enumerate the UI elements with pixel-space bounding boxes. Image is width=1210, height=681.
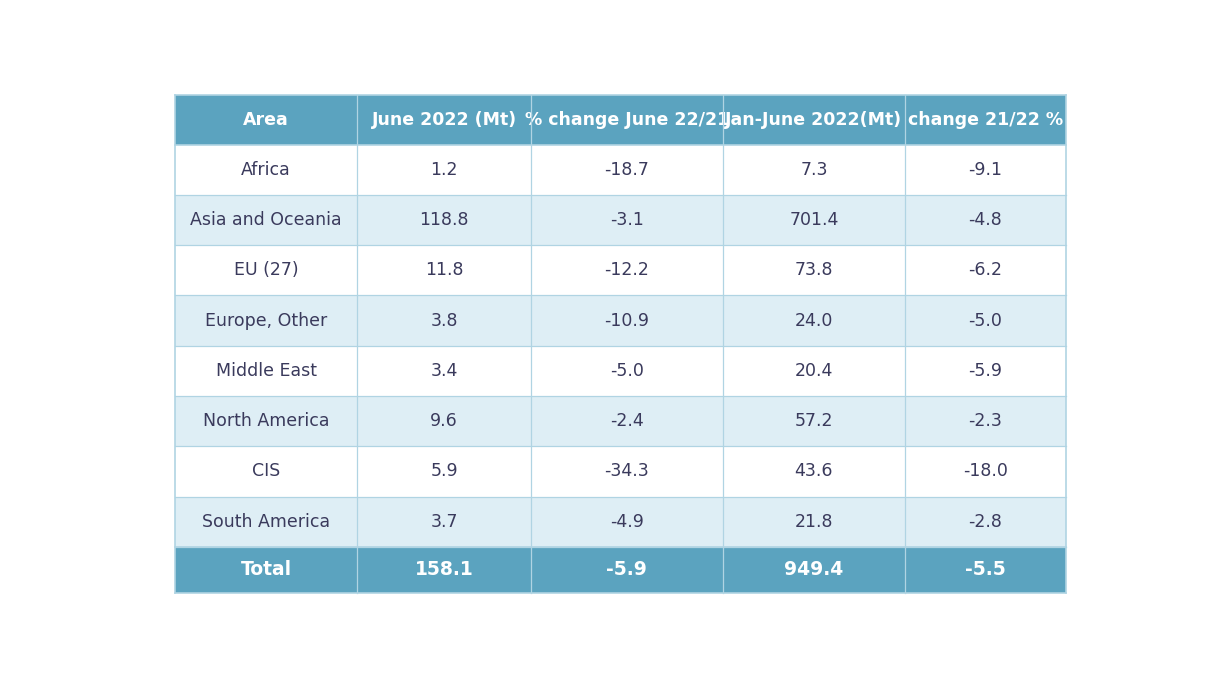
Bar bbox=[174, 95, 1066, 144]
Text: 7.3: 7.3 bbox=[800, 161, 828, 179]
Text: Total: Total bbox=[241, 560, 292, 580]
Text: -9.1: -9.1 bbox=[968, 161, 1002, 179]
Text: -4.8: -4.8 bbox=[968, 211, 1002, 229]
Text: Asia and Oceania: Asia and Oceania bbox=[190, 211, 341, 229]
Bar bbox=[174, 144, 1066, 195]
Text: 5.9: 5.9 bbox=[431, 462, 459, 480]
Text: -10.9: -10.9 bbox=[604, 312, 650, 330]
Text: 43.6: 43.6 bbox=[795, 462, 834, 480]
Text: EU (27): EU (27) bbox=[234, 262, 299, 279]
Bar bbox=[174, 245, 1066, 296]
Text: 3.8: 3.8 bbox=[431, 312, 457, 330]
Text: 3.4: 3.4 bbox=[431, 362, 457, 380]
Text: Middle East: Middle East bbox=[215, 362, 317, 380]
Text: -2.3: -2.3 bbox=[968, 412, 1002, 430]
Text: -18.0: -18.0 bbox=[963, 462, 1008, 480]
Text: -5.9: -5.9 bbox=[606, 560, 647, 580]
Text: -5.0: -5.0 bbox=[968, 312, 1002, 330]
Text: -6.2: -6.2 bbox=[968, 262, 1002, 279]
Text: -5.5: -5.5 bbox=[966, 560, 1006, 580]
Text: 158.1: 158.1 bbox=[415, 560, 473, 580]
Text: South America: South America bbox=[202, 513, 330, 530]
Text: change 21/22 %: change 21/22 % bbox=[908, 111, 1062, 129]
Text: Area: Area bbox=[243, 111, 289, 129]
Text: 24.0: 24.0 bbox=[795, 312, 832, 330]
Text: -3.1: -3.1 bbox=[610, 211, 644, 229]
Bar bbox=[174, 195, 1066, 245]
Text: Africa: Africa bbox=[241, 161, 290, 179]
Text: % change June 22/21: % change June 22/21 bbox=[525, 111, 728, 129]
Text: -5.9: -5.9 bbox=[968, 362, 1002, 380]
Text: CIS: CIS bbox=[252, 462, 281, 480]
Text: 57.2: 57.2 bbox=[795, 412, 834, 430]
Text: North America: North America bbox=[203, 412, 329, 430]
Text: 701.4: 701.4 bbox=[789, 211, 839, 229]
Bar bbox=[174, 396, 1066, 446]
Text: -12.2: -12.2 bbox=[604, 262, 650, 279]
Text: Jan-June 2022(Mt): Jan-June 2022(Mt) bbox=[725, 111, 903, 129]
Text: June 2022 (Mt): June 2022 (Mt) bbox=[371, 111, 517, 129]
Text: 73.8: 73.8 bbox=[795, 262, 834, 279]
Text: -34.3: -34.3 bbox=[605, 462, 650, 480]
Text: 1.2: 1.2 bbox=[431, 161, 457, 179]
Text: Europe, Other: Europe, Other bbox=[204, 312, 327, 330]
Bar bbox=[174, 547, 1066, 593]
Text: 3.7: 3.7 bbox=[431, 513, 457, 530]
Bar bbox=[174, 296, 1066, 346]
Text: 11.8: 11.8 bbox=[425, 262, 463, 279]
Text: -4.9: -4.9 bbox=[610, 513, 644, 530]
Text: 21.8: 21.8 bbox=[795, 513, 834, 530]
Bar bbox=[174, 346, 1066, 396]
Text: 20.4: 20.4 bbox=[795, 362, 832, 380]
Text: -18.7: -18.7 bbox=[604, 161, 650, 179]
Text: 9.6: 9.6 bbox=[431, 412, 459, 430]
Text: 118.8: 118.8 bbox=[420, 211, 469, 229]
Text: -2.4: -2.4 bbox=[610, 412, 644, 430]
Bar bbox=[174, 496, 1066, 547]
Text: 949.4: 949.4 bbox=[784, 560, 843, 580]
Text: -2.8: -2.8 bbox=[968, 513, 1002, 530]
Bar bbox=[174, 446, 1066, 496]
Text: -5.0: -5.0 bbox=[610, 362, 644, 380]
